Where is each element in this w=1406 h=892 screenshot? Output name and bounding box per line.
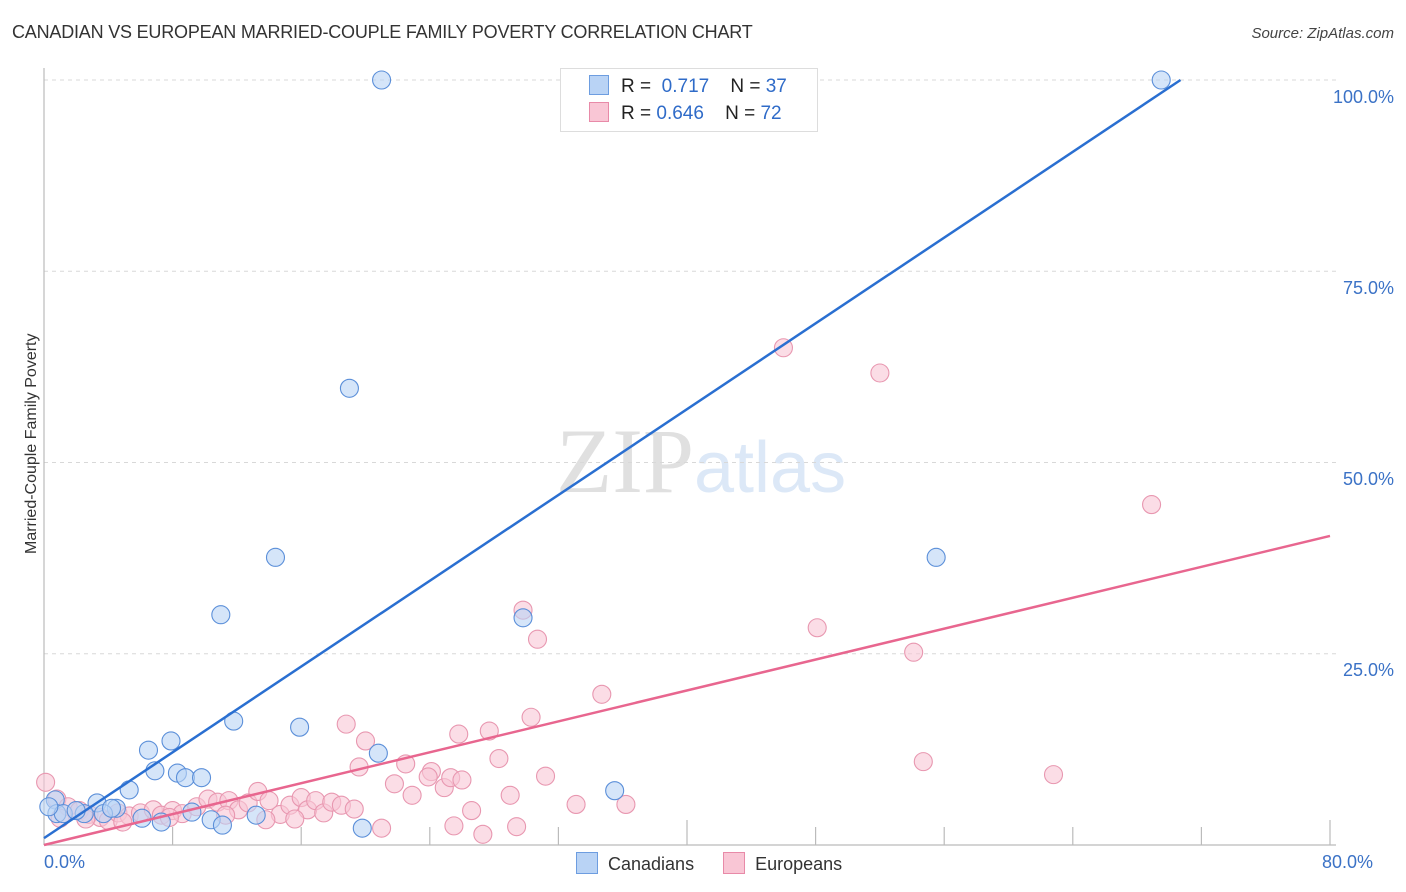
- y-tick-75: 75.0%: [1342, 278, 1394, 298]
- y-tick-50: 50.0%: [1342, 469, 1394, 489]
- data-point: [418, 767, 438, 787]
- data-point: [138, 740, 159, 760]
- data-point: [39, 797, 59, 817]
- data-point: [473, 824, 493, 844]
- europeans-swatch: [589, 102, 609, 122]
- series-legend: Canadians Europeans: [576, 852, 866, 875]
- data-point: [566, 794, 586, 815]
- n-value: 37: [765, 76, 787, 97]
- data-point: [352, 818, 372, 838]
- data-point: [265, 547, 286, 567]
- watermark-zip: ZIP: [556, 410, 694, 512]
- europeans-trend-line: [43, 534, 1331, 847]
- data-point: [513, 608, 533, 628]
- data-point: [1151, 70, 1171, 90]
- legend-label: Canadians: [608, 854, 695, 874]
- data-point: [489, 749, 509, 769]
- data-point: [246, 805, 266, 825]
- europeans-swatch: [723, 852, 746, 874]
- data-point: [870, 363, 890, 383]
- data-point: [462, 801, 482, 821]
- data-point: [605, 781, 625, 801]
- data-point: [1043, 765, 1064, 785]
- data-point: [132, 808, 152, 828]
- axes: [43, 68, 1336, 846]
- data-point: [913, 752, 933, 772]
- r-label: R =: [621, 103, 652, 124]
- data-point: [521, 707, 541, 727]
- n-value: 72: [760, 103, 782, 124]
- data-point: [119, 780, 139, 800]
- watermark-atlas: atlas: [694, 428, 847, 508]
- data-point: [507, 817, 527, 837]
- canadians-swatch: [576, 852, 598, 874]
- data-point: [452, 770, 472, 790]
- data-point: [372, 818, 392, 838]
- data-point: [368, 743, 388, 763]
- x-tick-80: 80.0%: [1322, 852, 1374, 872]
- y-tick-100: 100.0%: [1332, 87, 1394, 107]
- data-point: [290, 717, 310, 737]
- trend-lines: [43, 78, 1331, 847]
- canadians-trend-line: [43, 78, 1182, 840]
- y-tick-25: 25.0%: [1342, 660, 1394, 680]
- canadians-points: [39, 68, 1171, 838]
- canadians-swatch: [589, 75, 609, 95]
- y-axis-label: Married-Couple Family Poverty: [23, 333, 40, 554]
- data-point: [500, 785, 520, 805]
- data-point: [527, 629, 548, 649]
- data-point: [285, 809, 305, 829]
- data-point: [904, 642, 924, 662]
- legend-row-europeans: R = 0.646 N = 72: [589, 102, 782, 126]
- legend-item-europeans[interactable]: Europeans: [723, 852, 842, 875]
- x-tick-0: 0.0%: [44, 852, 86, 872]
- data-point: [1142, 495, 1162, 515]
- europeans-points: [36, 338, 1162, 844]
- data-point: [101, 798, 122, 818]
- data-point: [211, 605, 231, 625]
- legend-label: Europeans: [755, 854, 843, 874]
- data-point: [175, 768, 196, 788]
- data-point: [449, 724, 469, 744]
- legend-item-canadians[interactable]: Canadians: [576, 852, 694, 875]
- source-label: Source: ZipAtlas.com: [1251, 25, 1394, 42]
- data-point: [191, 768, 212, 788]
- data-point: [479, 721, 499, 741]
- data-point: [336, 714, 356, 734]
- grid-lines: [44, 79, 1336, 655]
- data-point: [372, 70, 392, 90]
- n-label: N =: [730, 76, 761, 97]
- r-value: 0.717: [661, 76, 710, 97]
- data-point: [535, 766, 556, 786]
- data-point: [444, 816, 464, 836]
- legend-row-canadians: R = 0.717 N = 37: [589, 75, 787, 99]
- data-point: [807, 618, 827, 638]
- data-point: [36, 772, 56, 792]
- n-label: N =: [725, 103, 756, 124]
- data-point: [926, 547, 946, 567]
- data-point: [592, 684, 612, 704]
- stats-legend: R = 0.717 N = 37 R = 0.646 N = 72: [560, 68, 818, 132]
- chart-title: CANADIAN VS EUROPEAN MARRIED-COUPLE FAMI…: [12, 22, 753, 42]
- data-point: [344, 799, 364, 819]
- data-point: [212, 815, 232, 835]
- data-point: [339, 378, 359, 398]
- data-point: [161, 731, 181, 751]
- watermark: ZIPatlas: [556, 408, 846, 514]
- data-point: [402, 785, 422, 805]
- r-label: R =: [621, 76, 652, 97]
- r-value: 0.646: [656, 103, 704, 124]
- data-point: [384, 774, 404, 794]
- data-point: [355, 731, 376, 751]
- data-point: [616, 794, 636, 815]
